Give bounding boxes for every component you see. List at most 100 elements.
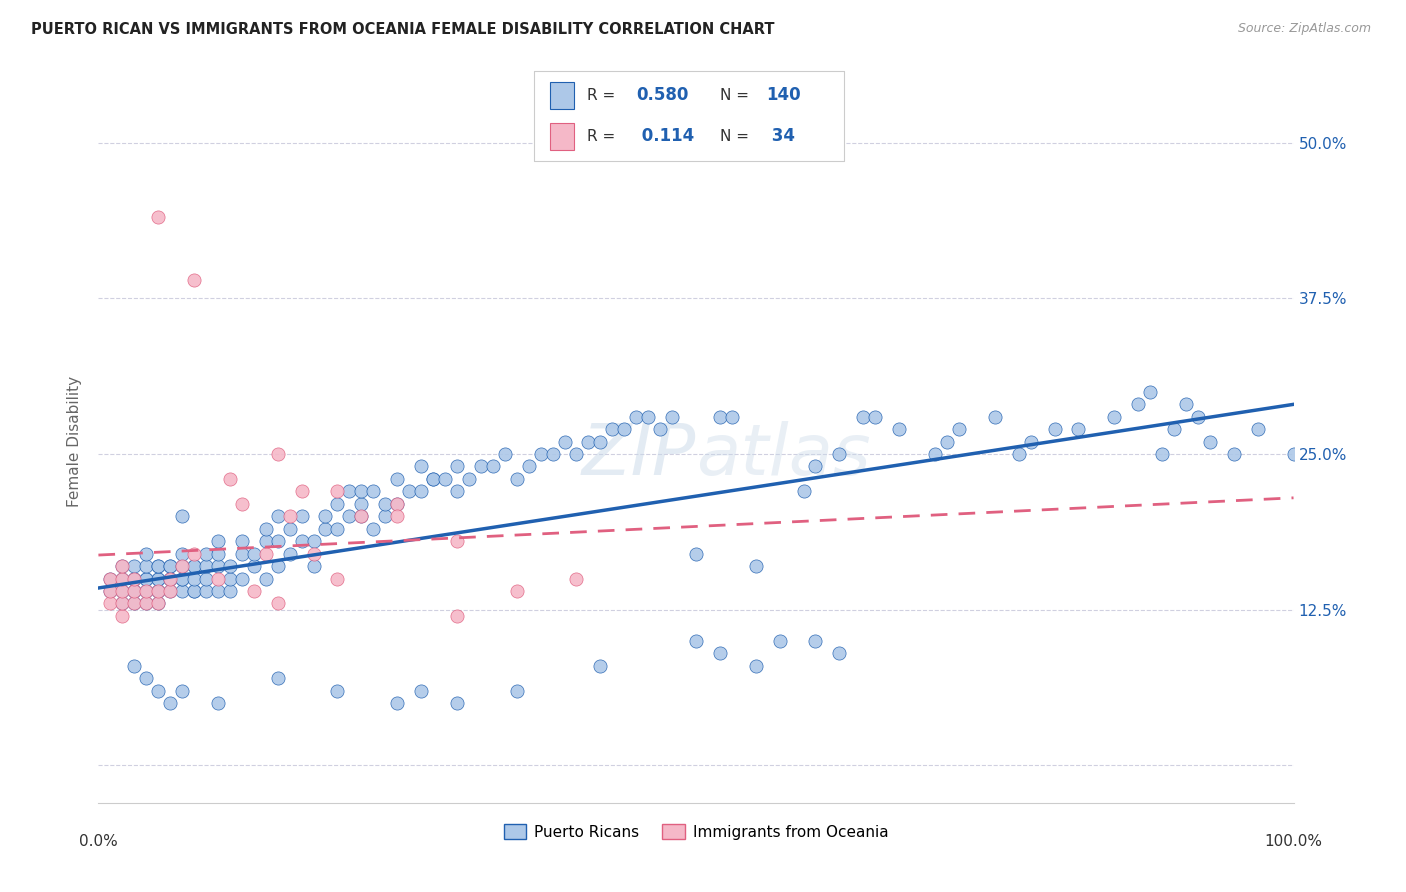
- Point: [446, 459, 468, 474]
- Point: [111, 584, 134, 599]
- Point: [148, 584, 170, 599]
- Point: [385, 497, 409, 511]
- Point: [470, 459, 492, 474]
- Point: [637, 409, 659, 424]
- Text: atlas: atlas: [696, 422, 870, 491]
- FancyBboxPatch shape: [550, 123, 575, 150]
- Point: [1128, 397, 1150, 411]
- Point: [111, 572, 134, 586]
- Point: [111, 559, 134, 574]
- Point: [709, 409, 731, 424]
- Point: [374, 497, 396, 511]
- Point: [111, 584, 134, 599]
- Point: [135, 572, 157, 586]
- Point: [291, 509, 314, 524]
- Point: [124, 584, 146, 599]
- Point: [183, 584, 205, 599]
- Point: [326, 484, 349, 499]
- Point: [1187, 409, 1209, 424]
- Legend: Puerto Ricans, Immigrants from Oceania: Puerto Ricans, Immigrants from Oceania: [498, 818, 894, 846]
- Point: [172, 584, 194, 599]
- Text: 0.0%: 0.0%: [79, 834, 118, 849]
- Point: [804, 459, 827, 474]
- Point: [159, 572, 181, 586]
- Point: [243, 547, 266, 561]
- Point: [135, 559, 157, 574]
- Point: [661, 409, 683, 424]
- Point: [793, 484, 815, 499]
- Point: [350, 509, 373, 524]
- Text: 0.114: 0.114: [637, 128, 695, 145]
- Point: [254, 572, 277, 586]
- Point: [578, 434, 600, 449]
- Point: [1019, 434, 1042, 449]
- Point: [446, 696, 468, 710]
- Point: [374, 509, 396, 524]
- Point: [219, 584, 242, 599]
- Point: [506, 584, 529, 599]
- Point: [278, 509, 301, 524]
- Point: [148, 597, 170, 611]
- Point: [159, 584, 181, 599]
- Point: [124, 572, 146, 586]
- Point: [434, 472, 457, 486]
- Point: [183, 572, 205, 586]
- Point: [98, 584, 122, 599]
- Text: ZIP: ZIP: [582, 422, 696, 491]
- Point: [721, 409, 744, 424]
- Point: [135, 597, 157, 611]
- Point: [350, 484, 373, 499]
- Point: [565, 447, 588, 461]
- Point: [326, 497, 349, 511]
- Point: [458, 472, 481, 486]
- Point: [385, 696, 409, 710]
- Text: R =: R =: [586, 88, 620, 103]
- Point: [135, 572, 157, 586]
- Point: [254, 522, 277, 536]
- Point: [446, 534, 468, 549]
- Point: [135, 547, 157, 561]
- Point: [267, 534, 290, 549]
- Point: [207, 584, 229, 599]
- Point: [183, 559, 205, 574]
- Point: [135, 597, 157, 611]
- Point: [936, 434, 959, 449]
- Point: [124, 572, 146, 586]
- Point: [231, 497, 253, 511]
- Point: [589, 434, 612, 449]
- Point: [1163, 422, 1185, 436]
- Point: [267, 509, 290, 524]
- Point: [148, 559, 170, 574]
- Point: [159, 584, 181, 599]
- Point: [98, 584, 122, 599]
- Point: [159, 559, 181, 574]
- Point: [326, 572, 349, 586]
- Point: [554, 434, 576, 449]
- Point: [865, 409, 887, 424]
- Point: [350, 509, 373, 524]
- Point: [172, 559, 194, 574]
- Point: [254, 534, 277, 549]
- Point: [685, 547, 707, 561]
- Point: [231, 572, 253, 586]
- Point: [589, 658, 612, 673]
- Point: [124, 572, 146, 586]
- Point: [172, 547, 194, 561]
- Point: [446, 609, 468, 624]
- Point: [207, 572, 229, 586]
- Point: [148, 584, 170, 599]
- Point: [709, 646, 731, 660]
- Point: [1152, 447, 1174, 461]
- Point: [207, 534, 229, 549]
- Point: [135, 584, 157, 599]
- Point: [626, 409, 648, 424]
- Point: [411, 683, 433, 698]
- Point: [302, 559, 325, 574]
- Point: [254, 547, 277, 561]
- Point: [148, 572, 170, 586]
- Point: [506, 683, 529, 698]
- Point: [172, 572, 194, 586]
- Point: [565, 572, 588, 586]
- Point: [1139, 384, 1161, 399]
- Point: [494, 447, 516, 461]
